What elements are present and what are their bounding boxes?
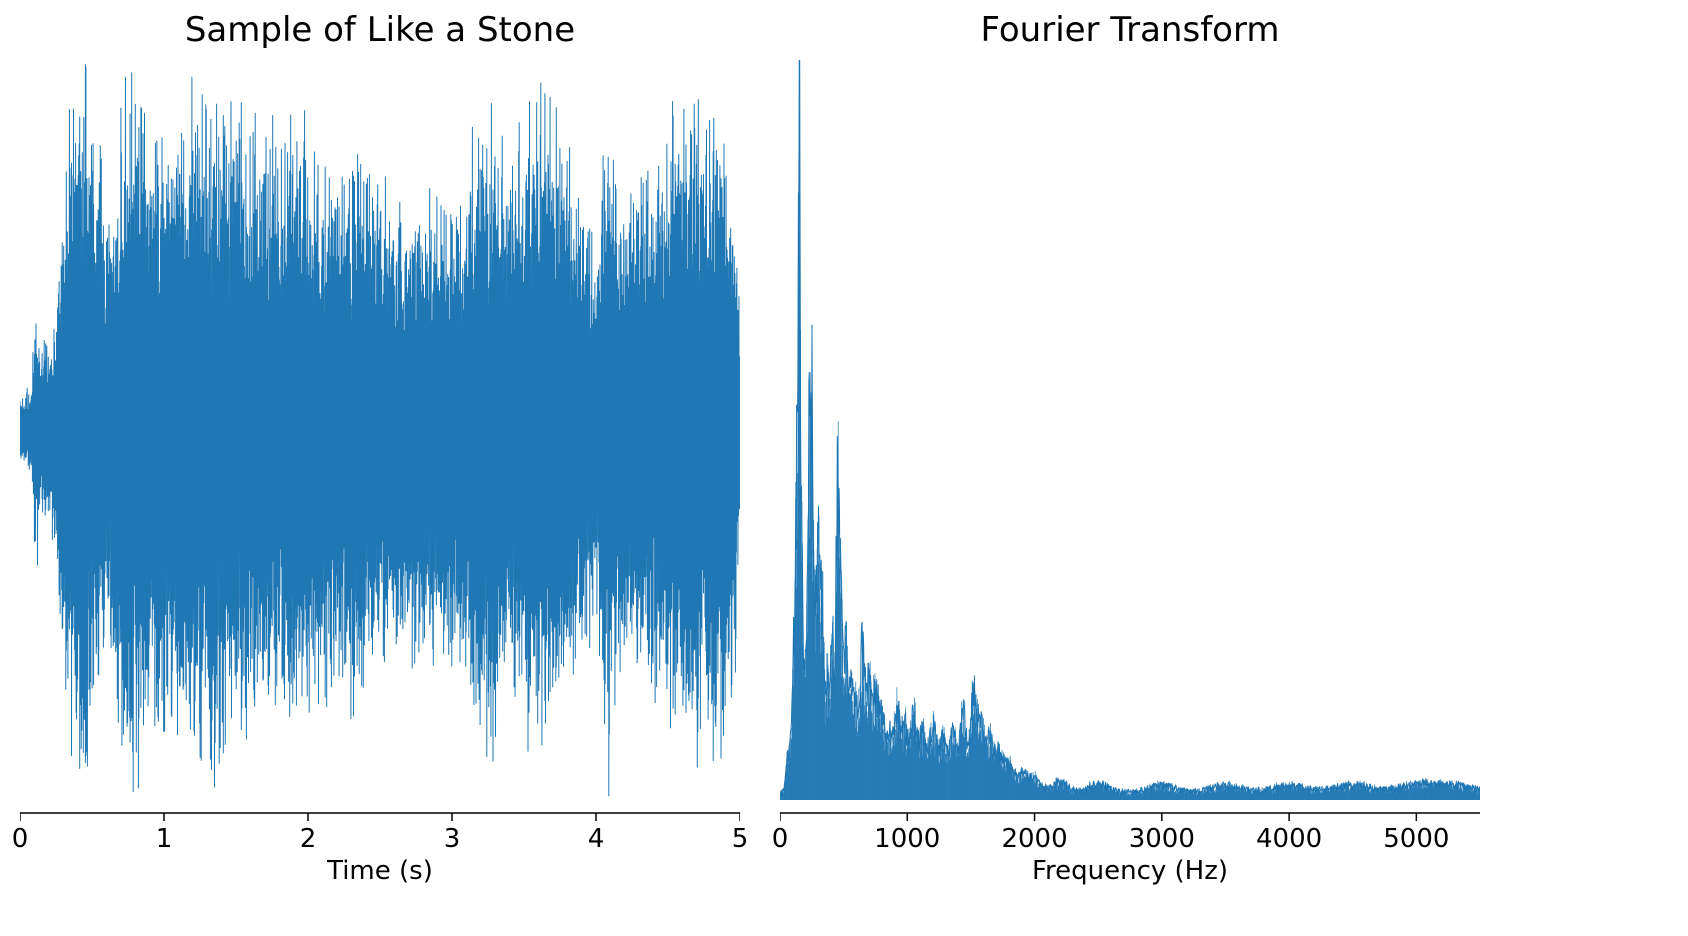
waveform-xtick-label: 2 xyxy=(268,824,348,854)
figure: Sample of Like a Stone 012345 Time (s) F… xyxy=(0,0,1688,936)
spectrum-xtick-label: 5000 xyxy=(1366,824,1466,854)
waveform-xtick-label: 1 xyxy=(124,824,204,854)
waveform-xtick-label: 3 xyxy=(412,824,492,854)
spectrum-subplot: Fourier Transform 010002000300040005000 … xyxy=(780,0,1480,936)
waveform-xtick-label: 0 xyxy=(0,824,60,854)
waveform-subplot: Sample of Like a Stone 012345 Time (s) xyxy=(20,0,740,936)
waveform-plot xyxy=(20,60,740,800)
spectrum-plot xyxy=(780,60,1480,800)
spectrum-xtick-label: 0 xyxy=(730,824,830,854)
spectrum-xlabel: Frequency (Hz) xyxy=(780,856,1480,886)
spectrum-xtick-label: 2000 xyxy=(985,824,1085,854)
spectrum-xtick-label: 1000 xyxy=(857,824,957,854)
spectrum-title: Fourier Transform xyxy=(780,10,1480,50)
waveform-xtick-label: 4 xyxy=(556,824,636,854)
waveform-title: Sample of Like a Stone xyxy=(20,10,740,50)
waveform-xlabel: Time (s) xyxy=(20,856,740,886)
spectrum-xtick-label: 4000 xyxy=(1239,824,1339,854)
spectrum-xtick-label: 3000 xyxy=(1112,824,1212,854)
